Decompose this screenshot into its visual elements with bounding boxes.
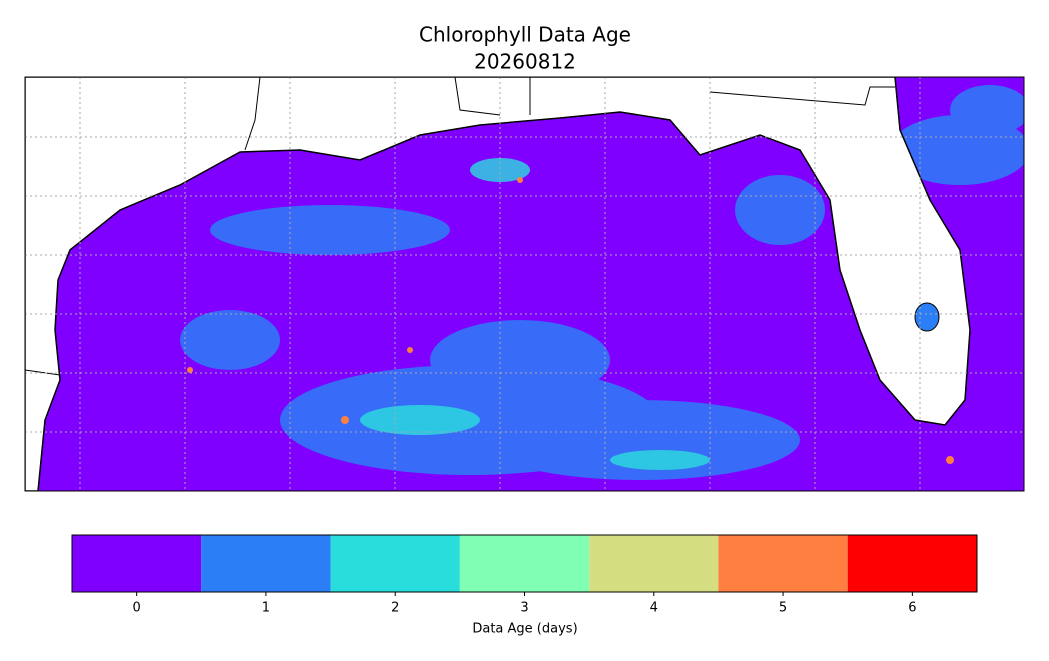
colorbar-frame	[71, 534, 978, 593]
lake	[914, 302, 940, 332]
colorbar-label: Data Age (days)	[472, 622, 577, 637]
tick-label: 4	[650, 601, 658, 616]
colorbar-segment	[589, 535, 719, 592]
date: 20260812	[474, 50, 576, 74]
colorbar-segment	[201, 535, 331, 592]
tick-label: 3	[520, 601, 528, 616]
colorbar-segment	[330, 535, 460, 592]
age-specks	[187, 177, 954, 464]
title: Chlorophyll Data Age	[419, 23, 631, 47]
colorbar-segment	[847, 535, 977, 592]
colorbar-segment	[718, 535, 848, 592]
graticule	[25, 77, 1024, 491]
tick-label: 2	[391, 601, 399, 616]
map	[25, 77, 1024, 491]
map-frame	[24, 76, 1025, 492]
age-patches-2	[360, 158, 710, 470]
tick-label: 6	[908, 601, 916, 616]
colorbar: 0 1 2 3 4 5 6	[71, 534, 978, 616]
tick-label: 5	[779, 601, 787, 616]
tick-label: 1	[262, 601, 270, 616]
borders	[25, 77, 895, 376]
colorbar-segment	[459, 535, 590, 592]
colorbar-segment	[72, 535, 202, 592]
land	[25, 77, 971, 491]
tick-label: 0	[133, 601, 141, 616]
